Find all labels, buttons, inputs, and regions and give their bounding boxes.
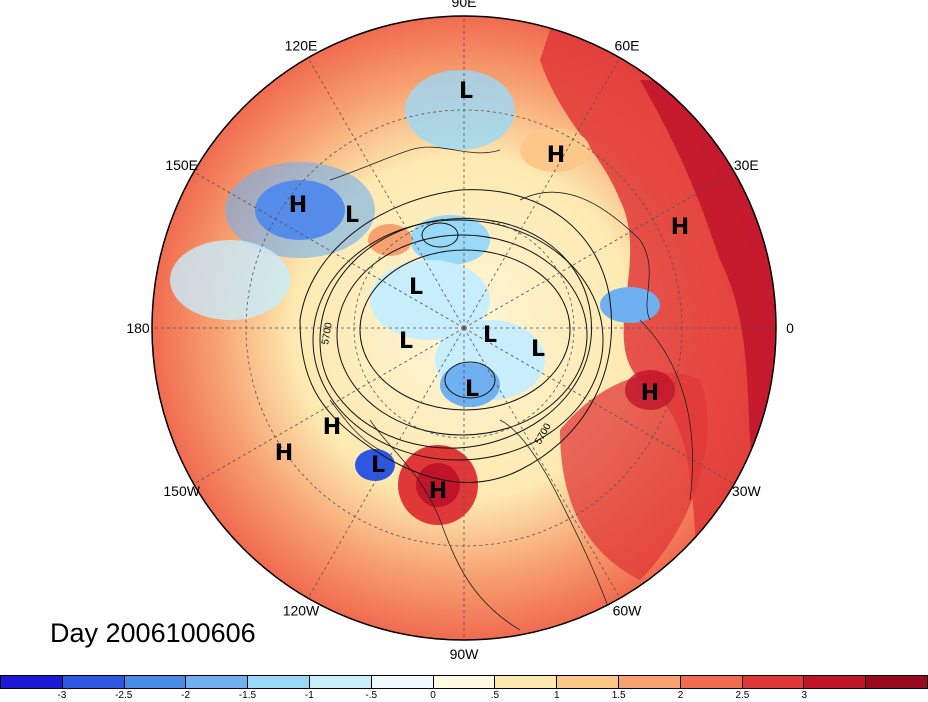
low-pressure-marker: L: [409, 275, 423, 300]
meridian-line: [307, 327, 465, 599]
colorbar-tick-label: -1.5: [238, 690, 257, 701]
high-pressure-marker: H: [547, 143, 565, 168]
colorbar-tick-label: 3: [801, 690, 808, 701]
colorbar-tick-label: -.5: [365, 690, 378, 701]
colorbar-tick-label: 1: [554, 690, 560, 701]
pressure-centers: L H H H L L L L L L H H H L H: [275, 79, 689, 504]
height-contours: [299, 189, 612, 483]
high-pressure-marker: H: [289, 193, 307, 218]
longitude-label: 120W: [283, 602, 320, 618]
low-pressure-marker: L: [531, 337, 545, 362]
colorbar-swatch: [742, 676, 805, 688]
colorbar-swatch: [433, 676, 496, 688]
meridian-line: [193, 171, 465, 329]
colorbar-swatch: [186, 676, 249, 688]
longitude-label: 150W: [163, 483, 200, 499]
colorbar-swatch: [248, 676, 310, 688]
meridian-line: [463, 171, 735, 329]
longitude-label: 60E: [615, 38, 640, 54]
longitude-label: 30W: [732, 483, 762, 499]
polar-map: 5700 5700 90E60E30E030W60W90W120W150W180…: [126, 0, 794, 662]
graticule: [152, 16, 776, 640]
longitude-label: 150E: [165, 157, 198, 173]
longitude-labels: 90E 60E 30E 0 30W 60W 90W 120W 150W 180 150E 120E: [126, 0, 794, 662]
longitude-label: 90E: [452, 0, 477, 10]
longitude-label: 60W: [613, 602, 643, 618]
high-pressure-marker: H: [275, 441, 293, 466]
colorbar-tick-label: -1: [304, 690, 314, 701]
longitude-label: 120E: [285, 38, 318, 54]
colorbar-tick-label: 0: [430, 690, 436, 701]
meridian-line: [307, 57, 465, 329]
colorbar-tick-label: .5: [490, 690, 500, 701]
meridian-line: [463, 57, 621, 329]
meridian-line: [463, 327, 621, 599]
colorbar-tick-label: 1.5: [611, 690, 626, 701]
colorbar-tick-label: -2.5: [115, 690, 133, 701]
colorbar-swatch: [866, 676, 927, 688]
longitude-label: 180: [126, 320, 150, 336]
colorbar-swatch: [124, 676, 187, 688]
low-pressure-marker: L: [399, 329, 413, 354]
low-pressure-marker: L: [483, 323, 497, 348]
colorbar-tick-label: 2.5: [735, 690, 750, 701]
contour-label: 5700: [320, 321, 335, 345]
colorbar-tick-label: -3: [57, 690, 67, 701]
anomaly-field: [152, 16, 776, 640]
colorbar-ticks: -3 -2.5 -2 -1.5 -1 -.5 0 .5 1 1.5 2 2.5 3: [0, 690, 928, 702]
colorbar-swatch: [1, 676, 63, 688]
colorbar-swatch: [495, 676, 558, 688]
colorbar-swatch: [680, 676, 743, 688]
high-pressure-marker: H: [671, 215, 689, 240]
colorbar-swatch: [309, 676, 372, 688]
low-pressure-marker: L: [465, 377, 479, 402]
map-boundary: [151, 15, 777, 641]
day-label: Day 2006100606: [50, 618, 256, 648]
colorbar-swatch: [557, 676, 619, 688]
high-pressure-marker: H: [429, 479, 447, 504]
colorbar-swatch: [618, 676, 681, 688]
high-pressure-marker: H: [323, 415, 341, 440]
meridian-line: [463, 327, 735, 485]
colorbar-swatch: [804, 676, 867, 688]
meridian-line: [193, 327, 465, 485]
high-pressure-marker: H: [641, 381, 659, 406]
low-pressure-marker: L: [459, 79, 473, 104]
low-pressure-marker: L: [371, 453, 385, 478]
longitude-label: 90W: [450, 646, 480, 662]
longitude-label: 30E: [734, 157, 759, 173]
colorbar-tick-label: 2: [677, 690, 684, 701]
colorbar: [0, 675, 928, 689]
colorbar-swatch: [62, 676, 125, 688]
colorbar-swatch: [371, 676, 434, 688]
longitude-label: 0: [786, 320, 794, 336]
colorbar-tick-label: -2: [181, 690, 191, 701]
low-pressure-marker: L: [345, 203, 359, 228]
